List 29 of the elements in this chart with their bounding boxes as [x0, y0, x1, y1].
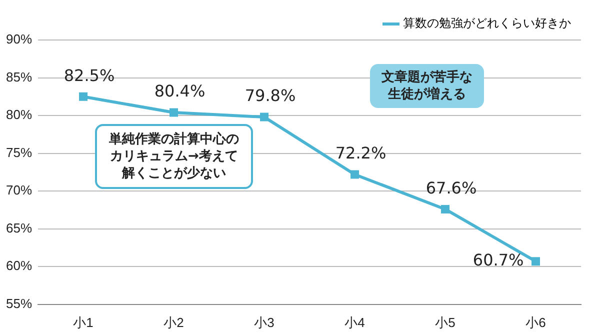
- y-tick-label: 80%: [6, 107, 32, 122]
- point: [532, 257, 540, 266]
- y-tick-label: 70%: [6, 182, 32, 198]
- x-tick-label: 小3: [254, 314, 274, 330]
- y-tick-label: 90%: [6, 32, 32, 47]
- point: [350, 170, 359, 179]
- data-label: 60.7%: [472, 250, 524, 270]
- legend-label: 算数の勉強がどれくらい好きか: [403, 16, 571, 30]
- point: [79, 92, 88, 101]
- data-label: 67.6%: [426, 178, 477, 198]
- point: [170, 108, 178, 117]
- point: [260, 112, 269, 122]
- point: [441, 204, 450, 214]
- x-tick-label: 小1: [73, 314, 94, 330]
- y-tick-label: 75%: [6, 144, 32, 160]
- data-label: 79.8%: [244, 86, 296, 106]
- x-tick-label: 小2: [164, 314, 184, 330]
- x-tick-label: 小4: [344, 314, 365, 330]
- y-tick-label: 60%: [6, 258, 32, 274]
- x-tick-label: 小6: [526, 314, 546, 330]
- data-label: 80.4%: [154, 82, 206, 101]
- annotation: 単純作業の計算中心のカリキュラム→考えて解くことが少ない: [95, 124, 253, 189]
- annotation: 文章題が苦手な生徒が増える: [370, 64, 484, 108]
- y-tick-label: 55%: [6, 296, 32, 311]
- y-tick-label: 65%: [6, 220, 32, 236]
- y-tick-label: 85%: [6, 69, 32, 84]
- x-tick-label: 小5: [435, 314, 456, 330]
- data-label: 82.5%: [64, 66, 115, 85]
- data-label: 72.2%: [335, 144, 386, 163]
